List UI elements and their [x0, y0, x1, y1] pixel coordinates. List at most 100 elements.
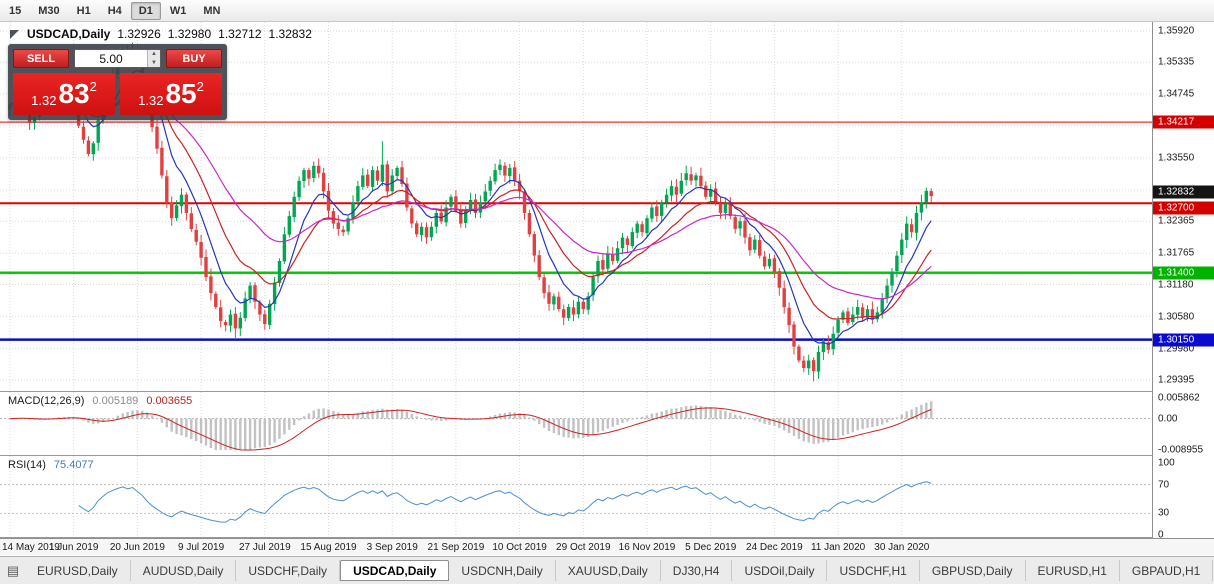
date-axis-label: 27 Jul 2019 [238, 542, 291, 553]
resistance-line-tag: 1.34217 [1153, 115, 1214, 129]
price-axis-label: 1.29980 [1158, 343, 1195, 355]
chart-tab-usdoil-daily[interactable]: USDOil,Daily [732, 560, 828, 581]
volume-input[interactable] [75, 50, 147, 67]
rsi-axis-label: 70 [1158, 479, 1170, 491]
price-axis-label: 1.31180 [1158, 279, 1194, 290]
chart-tab-audusd-daily[interactable]: AUDUSD,Daily [131, 560, 237, 581]
ask-price-prefix: 1.32 [138, 93, 164, 108]
chart-tab-dj30-h4[interactable]: DJ30,H4 [661, 560, 733, 581]
rsi-canvas[interactable] [0, 456, 1152, 537]
panel-separator-macd[interactable] [0, 391, 1214, 392]
bid-price-big-digits: 83 [58, 78, 90, 109]
chart-ohlc-header: USDCAD,Daily 1.32926 1.32980 1.32712 1.3… [10, 27, 312, 41]
date-axis-label: 20 Jun 2019 [109, 542, 165, 553]
timeframe-button-15[interactable]: 15 [9, 4, 22, 17]
rsi-axis-label: 100 [1158, 457, 1175, 469]
timeframe-button-m30[interactable]: M30 [38, 4, 60, 17]
panel-separator-bottom [0, 537, 1214, 538]
date-axis-label: 16 Nov 2019 [618, 542, 676, 553]
support-line-tag: 1.31400 [1153, 266, 1214, 280]
date-axis-label: 14 May 2019 [2, 542, 60, 553]
timeframe-button-h1[interactable]: H1 [76, 4, 91, 17]
price-axis-label: 1.29395 [1158, 374, 1195, 386]
bid-price-box[interactable]: 1.32 83 2 [13, 73, 115, 115]
price-axis-label: 1.35335 [1158, 56, 1195, 68]
date-axis-label: 11 Jan 2020 [810, 542, 866, 553]
macd-main-value: 0.005189 [92, 395, 139, 407]
price-axis-label: 1.31765 [1158, 247, 1195, 259]
rsi-axis-label: 0 [1158, 529, 1164, 541]
price-axis[interactable]: 1.359201.353351.347451.335501.329501.323… [1152, 22, 1214, 541]
macd-canvas[interactable] [0, 392, 1152, 455]
date-axis-label: 9 Jul 2019 [178, 542, 225, 553]
chart-tab-xauusd-daily[interactable]: XAUUSD,Daily [556, 560, 661, 581]
chart-tabbar: ▤ EURUSD,Daily AUDUSD,Daily USDCHF,Daily USD… [0, 556, 1214, 584]
bid-price-tag: 1.32832 [1153, 185, 1214, 199]
date-axis-label: 30 Jan 2020 [874, 542, 930, 553]
price-axis-label: 1.35920 [1158, 25, 1195, 37]
volume-field: ▲ ▼ [74, 49, 161, 68]
timeframe-toolbar: 15 M30 H1 H4 D1 W1 MN [0, 0, 1214, 22]
rsi-label: RSI(14) [8, 459, 46, 471]
rsi-line [78, 481, 932, 523]
timeframe-button-mn[interactable]: MN [203, 4, 221, 17]
bid-price-prefix: 1.32 [31, 93, 57, 108]
ohlc-low-value: 1.32712 [218, 27, 262, 41]
date-axis-label: 15 Aug 2019 [300, 542, 357, 553]
buy-button[interactable]: BUY [166, 49, 222, 68]
rsi-value: 75.4077 [53, 459, 94, 471]
macd-signal-line [9, 407, 932, 451]
rsi-axis-label: 30 [1158, 507, 1170, 519]
date-axis-label: 29 Oct 2019 [556, 542, 611, 553]
one-click-trade-panel: SELL ▲ ▼ BUY 1.32 83 2 1.32 85 2 [8, 44, 227, 120]
ohlc-open-value: 1.32926 [117, 27, 161, 41]
chart-tab-eurusd-daily[interactable]: EURUSD,Daily [25, 560, 131, 581]
horizontal-level-lines [0, 121, 1152, 341]
charts-list-icon[interactable]: ▤ [6, 562, 20, 578]
ask-price-pip-digit: 2 [196, 79, 204, 94]
chart-symbol-label: USDCAD,Daily [27, 27, 111, 41]
support-line-tag-2: 1.30150 [1153, 333, 1214, 347]
ohlc-high-value: 1.32980 [167, 27, 212, 41]
bid-price-pip-digit: 2 [89, 79, 97, 94]
price-axis-label: 1.32365 [1158, 215, 1195, 227]
volume-spinner: ▲ ▼ [147, 50, 160, 67]
volume-up-button[interactable]: ▲ [148, 50, 160, 59]
ask-price-big-digits: 85 [165, 78, 197, 109]
price-axis-label: 1.33550 [1158, 152, 1195, 164]
chart-tab-gbpaud-h1[interactable]: GBPAUD,H1 [1120, 560, 1214, 581]
macd-signal-value: 0.003655 [146, 395, 193, 407]
chart-tab-usdchf-h1[interactable]: USDCHF,H1 [827, 560, 920, 581]
date-axis-label: 1 Jun 2019 [48, 542, 99, 553]
macd-axis-label: 0.005862 [1158, 392, 1200, 404]
price-axis-label: 1.30580 [1158, 311, 1195, 323]
date-axis-label: 24 Dec 2019 [746, 542, 803, 553]
price-axis-label: 1.34745 [1158, 88, 1195, 100]
ask-price-box[interactable]: 1.32 85 2 [120, 73, 222, 115]
chart-tab-usdcnh-daily[interactable]: USDCNH,Daily [449, 560, 556, 581]
chart-tab-usdchf-daily[interactable]: USDCHF,Daily [236, 560, 341, 581]
sell-button[interactable]: SELL [13, 49, 69, 68]
chart-tab-gbpusd-daily[interactable]: GBPUSD,Daily [920, 560, 1026, 581]
macd-title: MACD(12,26,9) 0.005189 0.003655 [8, 395, 192, 407]
chart-tab-eurusd-h1[interactable]: EURUSD,H1 [1026, 560, 1120, 581]
date-axis-label: 10 Oct 2019 [492, 542, 547, 553]
timeframe-button-h4[interactable]: H4 [107, 4, 122, 17]
timeframe-button-d1[interactable]: D1 [130, 1, 161, 20]
chart-tab-usdcad-daily[interactable]: USDCAD,Daily [340, 560, 450, 581]
macd-label: MACD(12,26,9) [8, 395, 85, 407]
volume-down-button[interactable]: ▼ [148, 58, 160, 67]
date-axis-label: 21 Sep 2019 [427, 542, 485, 553]
date-axis-label: 3 Sep 2019 [366, 542, 418, 553]
one-click-toggle-icon[interactable] [10, 29, 19, 39]
rsi-title: RSI(14) 75.4077 [8, 459, 94, 471]
ohlc-close-value: 1.32832 [268, 27, 312, 41]
panel-separator-rsi[interactable] [0, 455, 1214, 456]
resistance-line-tag-2: 1.32700 [1153, 201, 1214, 215]
date-axis[interactable]: 14 May 2019 1 Jun 2019 20 Jun 2019 9 Jul 20… [0, 538, 1214, 556]
macd-histogram [8, 401, 933, 450]
macd-axis-label: 0.00 [1158, 413, 1178, 425]
timeframe-button-w1[interactable]: W1 [169, 4, 187, 17]
macd-axis-label: -0.008955 [1158, 444, 1204, 456]
